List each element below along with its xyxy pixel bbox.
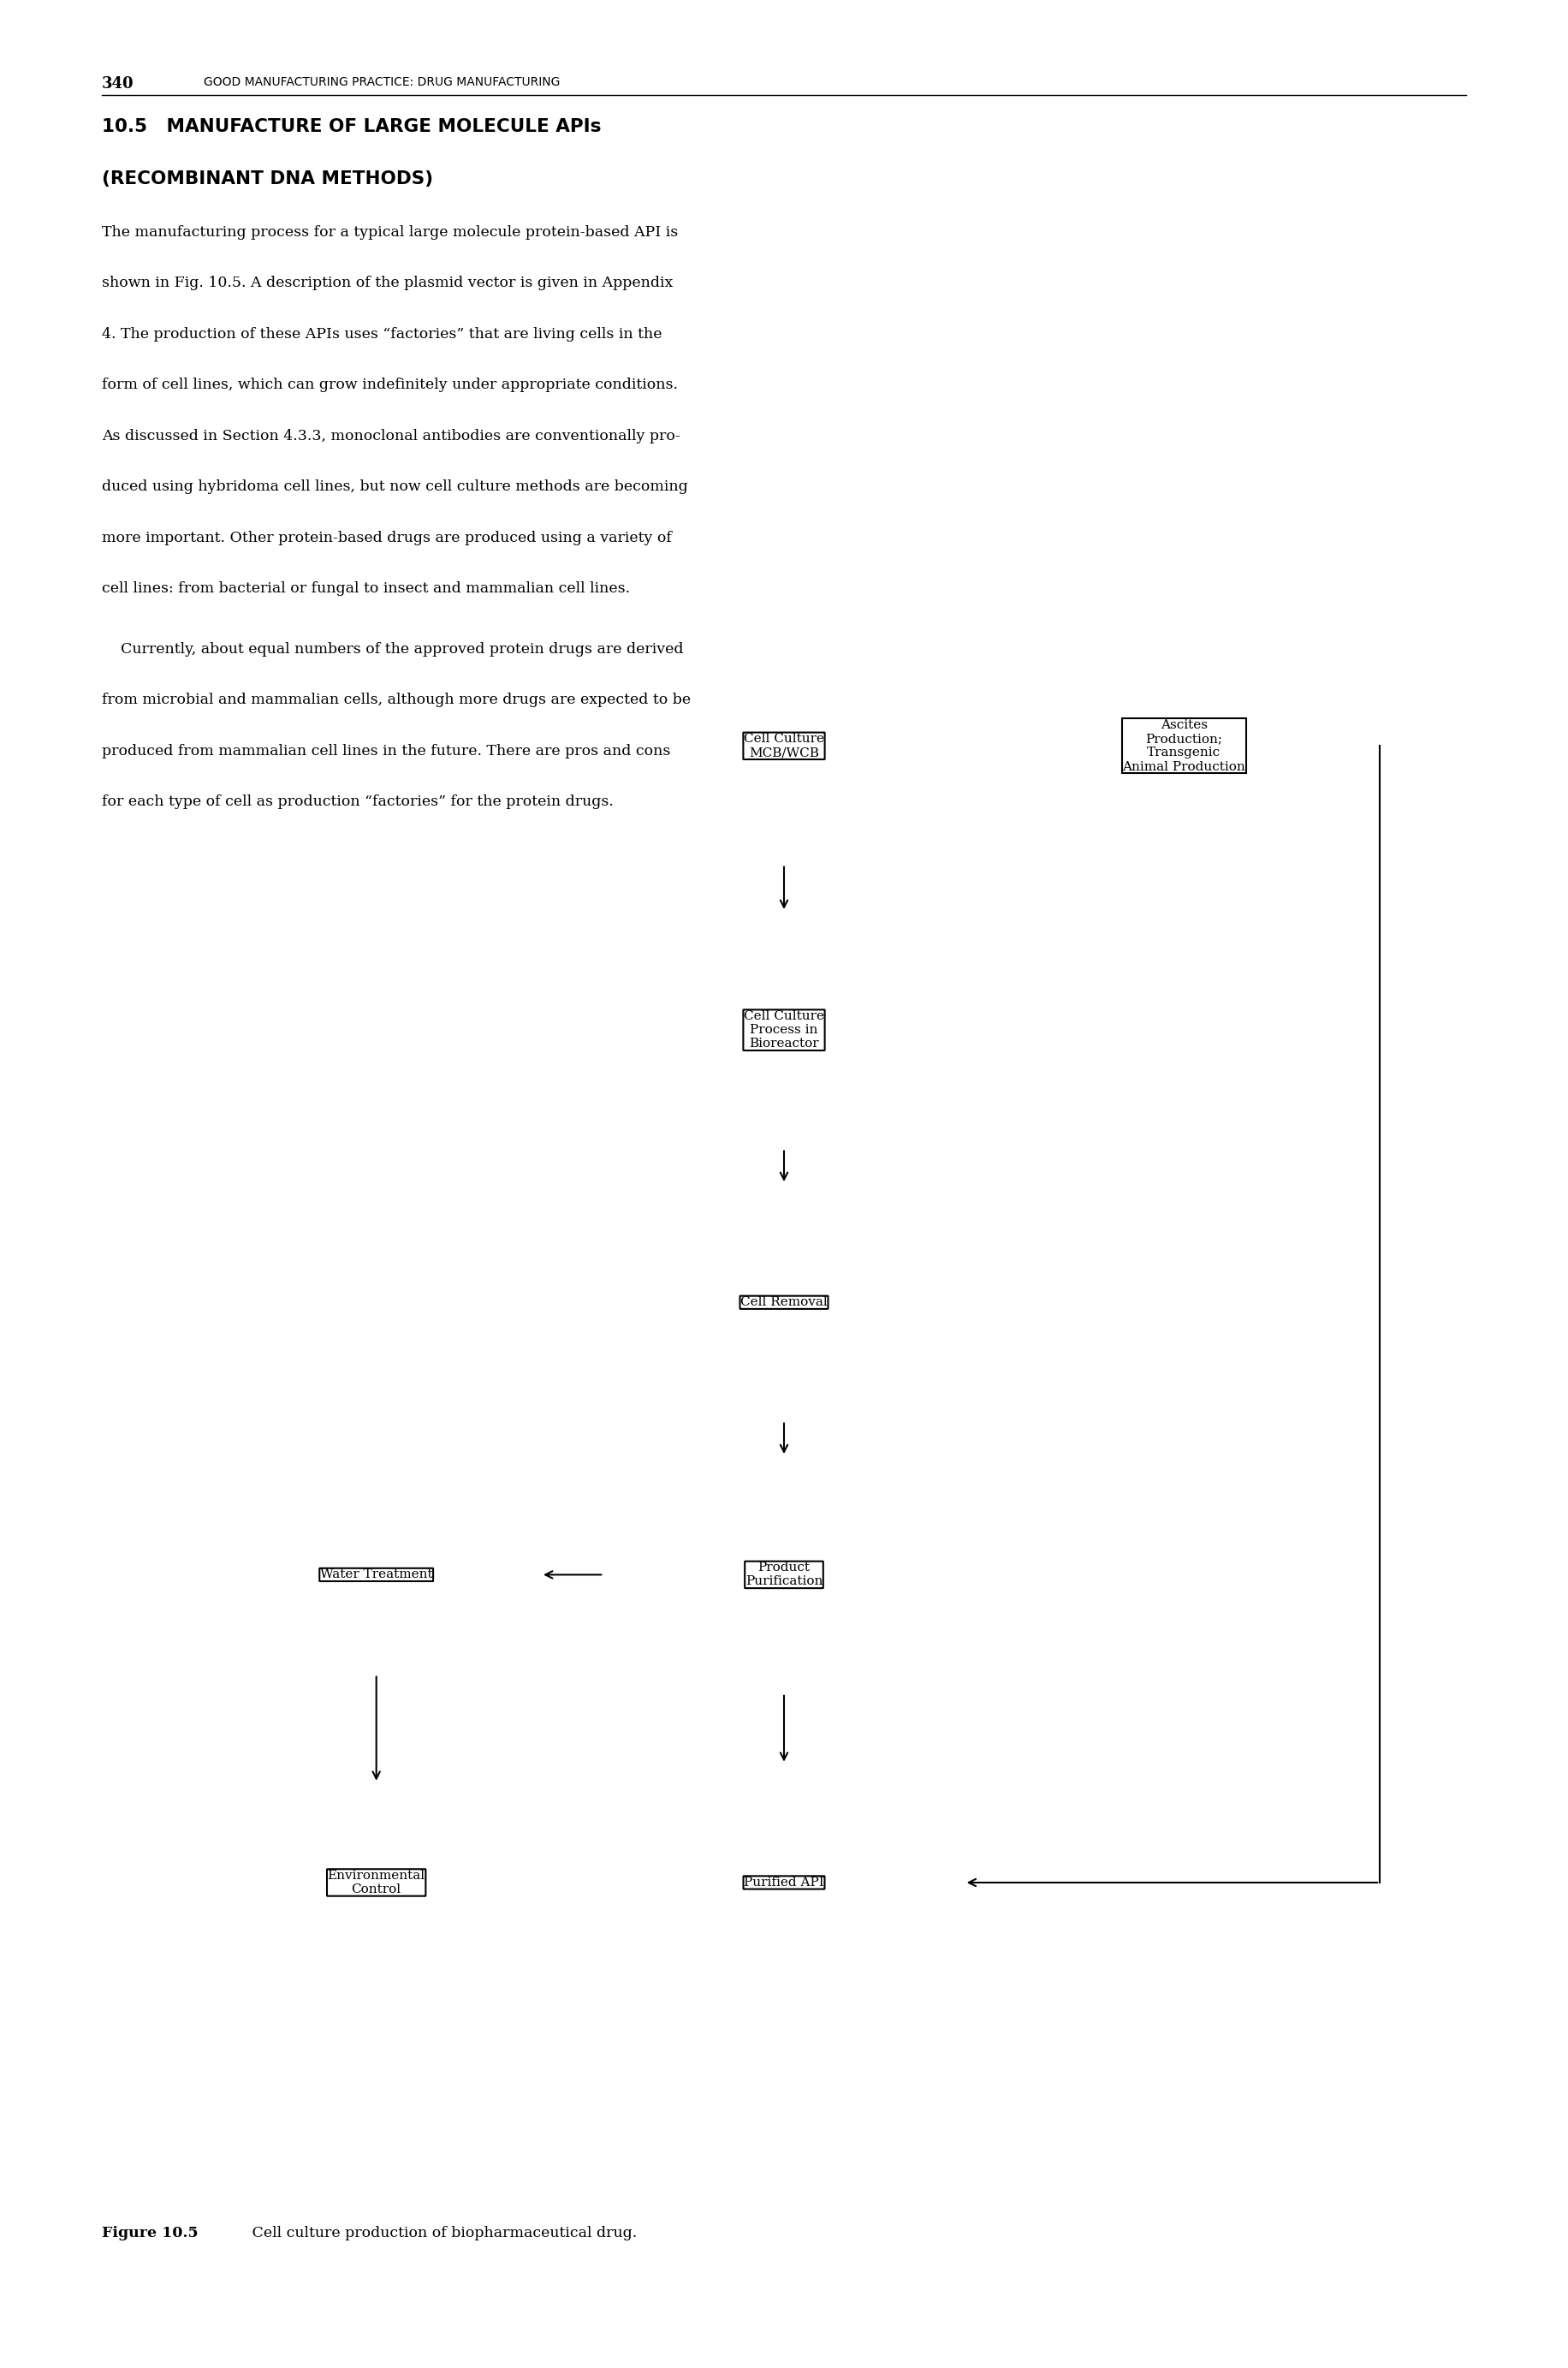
Text: Ascites
Production;
Transgenic
Animal Production: Ascites Production; Transgenic Animal Pr… xyxy=(1123,720,1245,772)
Text: cell lines: from bacterial or fungal to insect and mammalian cell lines.: cell lines: from bacterial or fungal to … xyxy=(102,580,630,597)
Text: 4. The production of these APIs uses “factories” that are living cells in the: 4. The production of these APIs uses “fa… xyxy=(102,327,662,341)
Text: Water Treatment: Water Treatment xyxy=(320,1568,433,1582)
Text: shown in Fig. 10.5. A description of the plasmid vector is given in Appendix: shown in Fig. 10.5. A description of the… xyxy=(102,277,673,291)
Text: form of cell lines, which can grow indefinitely under appropriate conditions.: form of cell lines, which can grow indef… xyxy=(102,379,677,393)
Text: Cell culture production of biopharmaceutical drug.: Cell culture production of biopharmaceut… xyxy=(238,2226,638,2240)
Text: The manufacturing process for a typical large molecule protein-based API is: The manufacturing process for a typical … xyxy=(102,225,677,239)
Text: from microbial and mammalian cells, although more drugs are expected to be: from microbial and mammalian cells, alth… xyxy=(102,691,691,708)
Text: Currently, about equal numbers of the approved protein drugs are derived: Currently, about equal numbers of the ap… xyxy=(102,642,684,656)
Text: 340: 340 xyxy=(102,76,135,92)
Text: duced using hybridoma cell lines, but now cell culture methods are becoming: duced using hybridoma cell lines, but no… xyxy=(102,478,688,495)
Text: Purified API: Purified API xyxy=(743,1875,825,1890)
Text: for each type of cell as production “factories” for the protein drugs.: for each type of cell as production “fac… xyxy=(102,793,613,810)
Text: (RECOMBINANT DNA METHODS): (RECOMBINANT DNA METHODS) xyxy=(102,170,433,187)
Text: Figure 10.5: Figure 10.5 xyxy=(102,2226,198,2240)
Text: 10.5   MANUFACTURE OF LARGE MOLECULE APIs: 10.5 MANUFACTURE OF LARGE MOLECULE APIs xyxy=(102,118,602,135)
Text: Cell Removal: Cell Removal xyxy=(740,1295,828,1310)
Text: Cell Culture
Process in
Bioreactor: Cell Culture Process in Bioreactor xyxy=(743,1011,825,1049)
Text: Product
Purification: Product Purification xyxy=(745,1563,823,1587)
Text: Environmental
Control: Environmental Control xyxy=(328,1871,425,1894)
Text: Cell Culture
MCB/WCB: Cell Culture MCB/WCB xyxy=(743,734,825,758)
Text: produced from mammalian cell lines in the future. There are pros and cons: produced from mammalian cell lines in th… xyxy=(102,744,671,758)
Text: more important. Other protein-based drugs are produced using a variety of: more important. Other protein-based drug… xyxy=(102,530,671,545)
Text: GOOD MANUFACTURING PRACTICE: DRUG MANUFACTURING: GOOD MANUFACTURING PRACTICE: DRUG MANUFA… xyxy=(204,76,560,88)
Text: As discussed in Section 4.3.3, monoclonal antibodies are conventionally pro-: As discussed in Section 4.3.3, monoclona… xyxy=(102,429,681,443)
